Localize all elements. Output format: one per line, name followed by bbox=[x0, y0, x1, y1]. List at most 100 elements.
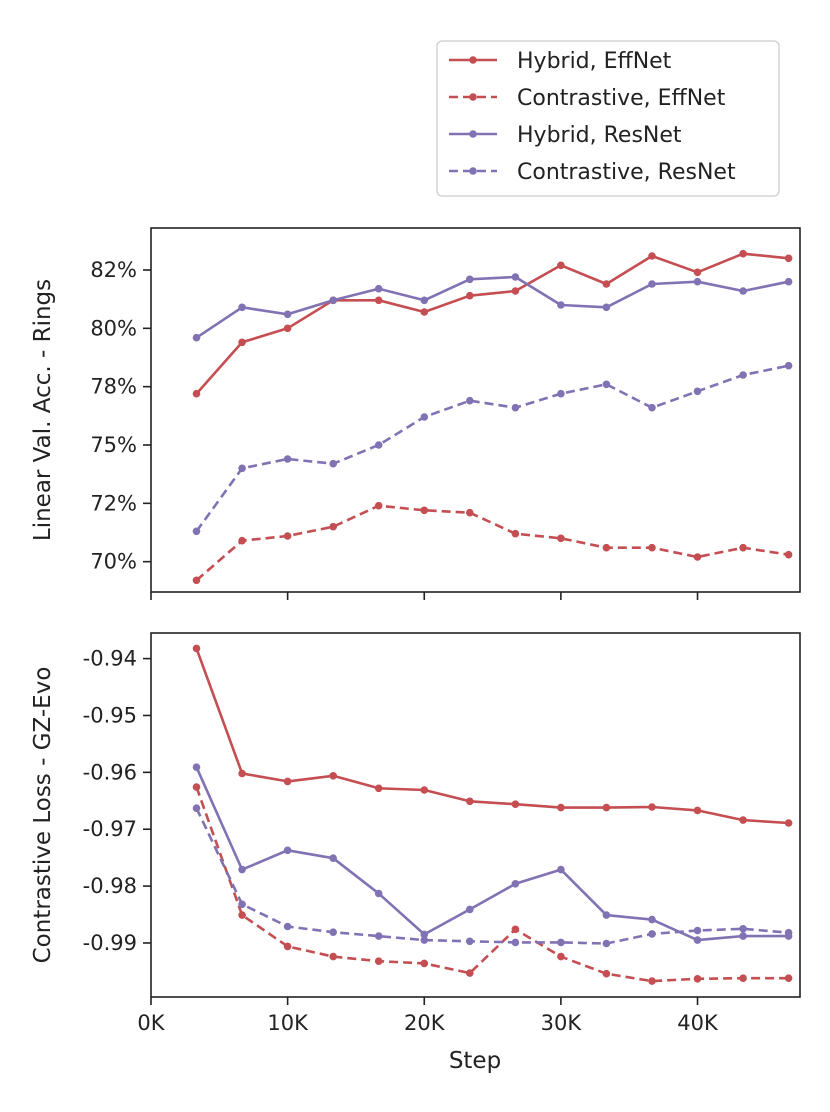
data-point-contrastive-resnet bbox=[192, 527, 201, 536]
data-point-contrastive-effnet bbox=[420, 959, 429, 968]
data-point-hybrid-effnet bbox=[283, 777, 292, 786]
data-point-contrastive-resnet bbox=[557, 938, 565, 947]
x-tick-label: 20K bbox=[404, 1011, 446, 1035]
data-point-hybrid-resnet bbox=[466, 905, 474, 914]
data-point-contrastive-effnet bbox=[466, 969, 474, 977]
data-point-contrastive-effnet bbox=[557, 952, 565, 961]
data-point-contrastive-resnet bbox=[693, 926, 702, 935]
data-point-hybrid-effnet bbox=[374, 784, 383, 793]
data-point-hybrid-resnet bbox=[739, 932, 747, 940]
legend-label-contrastive-effnet: Contrastive, EffNet bbox=[517, 86, 726, 111]
data-point-hybrid-effnet bbox=[329, 772, 338, 780]
legend-frame bbox=[436, 40, 780, 197]
data-point-contrastive-effnet bbox=[693, 975, 702, 983]
data-point-hybrid-resnet bbox=[557, 301, 565, 309]
data-point-contrastive-effnet bbox=[238, 911, 246, 919]
data-point-hybrid-resnet bbox=[420, 930, 429, 939]
series-line-hybrid-resnet bbox=[195, 766, 789, 942]
data-point-hybrid-effnet bbox=[283, 324, 292, 333]
data-point-hybrid-resnet bbox=[739, 287, 747, 295]
legend-marker-hybrid-resnet bbox=[469, 130, 477, 138]
data-point-contrastive-effnet bbox=[329, 522, 338, 531]
data-point-contrastive-resnet bbox=[466, 396, 474, 405]
loss-panel: -0.94 -0.95 -0.96 -0.97 -0.98 -0.99 0K 10K 20K 30… bbox=[30, 632, 801, 1035]
legend-label-hybrid-effnet: Hybrid, EffNet bbox=[517, 49, 672, 74]
data-point-hybrid-effnet bbox=[784, 254, 793, 263]
data-point-hybrid-effnet bbox=[192, 644, 201, 653]
plot-frame bbox=[150, 632, 801, 998]
y-tick-label: 72% bbox=[90, 491, 137, 515]
data-point-hybrid-effnet bbox=[739, 816, 747, 824]
legend-marker-contrastive-resnet bbox=[469, 167, 477, 175]
y-tick-label: 75% bbox=[90, 433, 137, 457]
y-tick-label: -0.97 bbox=[83, 817, 137, 841]
legend: Hybrid, EffNet Contrastive, EffNet Hybrid,… bbox=[436, 40, 780, 197]
data-point-hybrid-effnet bbox=[784, 819, 793, 827]
legend-marker-hybrid-effnet bbox=[469, 56, 477, 64]
y-axis-title: Contrastive Loss - GZ-Evo bbox=[30, 667, 56, 964]
data-point-hybrid-resnet bbox=[192, 333, 201, 342]
data-point-contrastive-effnet bbox=[739, 974, 747, 982]
series-line-hybrid-effnet bbox=[195, 252, 789, 395]
data-point-hybrid-resnet bbox=[466, 275, 474, 284]
data-point-hybrid-effnet bbox=[602, 803, 611, 812]
data-point-hybrid-effnet bbox=[192, 389, 201, 398]
y-tick-label: -0.96 bbox=[83, 760, 137, 784]
legend-label-contrastive-resnet: Contrastive, ResNet bbox=[517, 160, 736, 185]
data-point-contrastive-effnet bbox=[283, 942, 292, 951]
y-tick-label: -0.95 bbox=[83, 703, 137, 727]
data-point-hybrid-effnet bbox=[693, 806, 702, 815]
data-point-contrastive-effnet bbox=[511, 529, 520, 538]
data-point-contrastive-effnet bbox=[784, 974, 793, 982]
data-point-hybrid-resnet bbox=[192, 763, 201, 771]
data-point-hybrid-resnet bbox=[602, 303, 611, 312]
y-tick-label: -0.98 bbox=[83, 874, 137, 898]
data-point-contrastive-resnet bbox=[192, 804, 201, 812]
data-point-contrastive-resnet bbox=[283, 455, 292, 463]
data-point-contrastive-resnet bbox=[420, 936, 429, 944]
data-point-hybrid-resnet bbox=[693, 936, 702, 944]
data-point-hybrid-resnet bbox=[238, 303, 246, 312]
data-point-hybrid-effnet bbox=[420, 786, 429, 794]
data-point-hybrid-effnet bbox=[466, 291, 474, 300]
data-point-hybrid-resnet bbox=[693, 277, 702, 286]
data-point-contrastive-effnet bbox=[648, 543, 656, 552]
y-tick-label: 80% bbox=[90, 316, 137, 340]
data-point-contrastive-resnet bbox=[329, 459, 338, 468]
data-point-hybrid-resnet bbox=[784, 277, 793, 286]
data-point-hybrid-resnet bbox=[511, 880, 520, 888]
data-point-contrastive-effnet bbox=[739, 543, 747, 552]
data-point-contrastive-resnet bbox=[329, 928, 338, 936]
data-point-contrastive-effnet bbox=[420, 506, 429, 515]
x-tick-label: 0K bbox=[137, 1011, 165, 1035]
data-point-contrastive-resnet bbox=[739, 925, 747, 933]
data-point-hybrid-effnet bbox=[238, 338, 246, 347]
data-point-contrastive-effnet bbox=[192, 783, 201, 791]
data-point-hybrid-resnet bbox=[283, 846, 292, 855]
data-point-hybrid-resnet bbox=[238, 865, 246, 874]
data-point-hybrid-resnet bbox=[511, 273, 520, 281]
data-point-contrastive-resnet bbox=[420, 413, 429, 421]
data-point-hybrid-effnet bbox=[374, 296, 383, 305]
data-point-hybrid-effnet bbox=[511, 287, 520, 295]
series-line-hybrid-effnet bbox=[195, 647, 789, 825]
y-tick-label: 70% bbox=[90, 550, 137, 574]
series-line-contrastive-resnet bbox=[195, 364, 789, 533]
data-point-contrastive-effnet bbox=[374, 957, 383, 965]
data-point-contrastive-resnet bbox=[511, 938, 520, 947]
data-point-hybrid-effnet bbox=[557, 261, 565, 270]
data-point-contrastive-effnet bbox=[283, 532, 292, 540]
data-point-hybrid-resnet bbox=[420, 296, 429, 305]
data-point-hybrid-resnet bbox=[329, 296, 338, 305]
data-point-hybrid-resnet bbox=[602, 911, 611, 919]
x-tick-label: 40K bbox=[677, 1011, 719, 1035]
data-point-contrastive-resnet bbox=[466, 937, 474, 946]
data-point-contrastive-resnet bbox=[511, 403, 520, 412]
data-point-contrastive-resnet bbox=[693, 387, 702, 396]
x-tick-label: 10K bbox=[267, 1011, 309, 1035]
data-point-hybrid-resnet bbox=[329, 854, 338, 862]
data-point-contrastive-resnet bbox=[648, 930, 656, 938]
data-point-contrastive-effnet bbox=[329, 952, 338, 961]
data-point-contrastive-resnet bbox=[238, 900, 246, 909]
